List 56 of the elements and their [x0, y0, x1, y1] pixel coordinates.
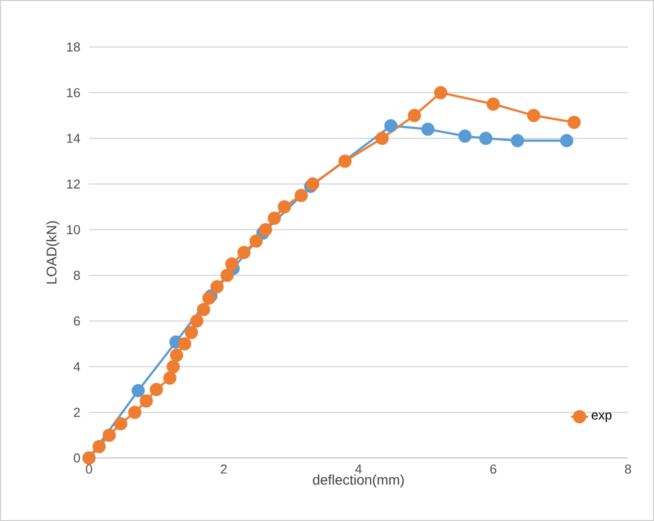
y-axis-title: LOAD(kN) [46, 221, 60, 284]
y-tick-label: 2 [74, 408, 80, 417]
y-tick-label: 10 [67, 225, 80, 234]
point [237, 246, 251, 260]
point [170, 348, 184, 362]
point [527, 108, 540, 122]
point [278, 200, 291, 214]
point [338, 154, 352, 168]
point [202, 292, 216, 305]
x-tick-label: 0 [86, 464, 92, 474]
point [375, 132, 389, 145]
point [220, 268, 234, 282]
point [421, 122, 434, 136]
legend-label: exp [592, 412, 612, 422]
point [434, 86, 448, 100]
y-tick-label: 12 [67, 179, 80, 189]
x-axis-title: deflection(mm) [312, 474, 404, 488]
point [258, 223, 272, 236]
point [486, 97, 500, 111]
point [114, 417, 128, 430]
point [150, 382, 163, 396]
x-tick-label: 4 [355, 464, 362, 474]
point [458, 129, 472, 143]
point [510, 134, 524, 148]
point [166, 360, 180, 374]
point [249, 234, 263, 248]
point [384, 119, 398, 132]
point [102, 428, 116, 442]
x-tick-label: 8 [624, 464, 632, 474]
point [140, 394, 153, 408]
y-tick-label: 6 [74, 316, 80, 326]
point [408, 108, 422, 122]
point [294, 188, 308, 202]
point [225, 257, 238, 271]
x-tick-label: 2 [220, 464, 227, 474]
y-tick-label: 0 [74, 453, 80, 463]
point [210, 280, 224, 294]
point [268, 212, 281, 225]
y-tick-label: 4 [74, 362, 80, 372]
x-tick-label: 6 [490, 464, 496, 474]
point [178, 337, 192, 350]
point [190, 314, 204, 328]
point [128, 406, 142, 419]
point [92, 440, 106, 454]
y-tick-label: 16 [67, 88, 80, 98]
point [568, 116, 581, 129]
point [196, 302, 210, 316]
point [560, 134, 574, 148]
point [479, 132, 492, 145]
point [306, 177, 320, 191]
y-tick-label: 18 [67, 42, 80, 52]
point [132, 384, 145, 398]
point [184, 326, 198, 340]
y-tick-label: 8 [74, 270, 80, 280]
point [163, 371, 176, 385]
y-tick-label: 14 [67, 134, 80, 143]
